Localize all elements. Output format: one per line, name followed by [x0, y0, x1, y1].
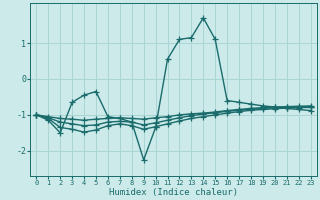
X-axis label: Humidex (Indice chaleur): Humidex (Indice chaleur) — [109, 188, 238, 197]
